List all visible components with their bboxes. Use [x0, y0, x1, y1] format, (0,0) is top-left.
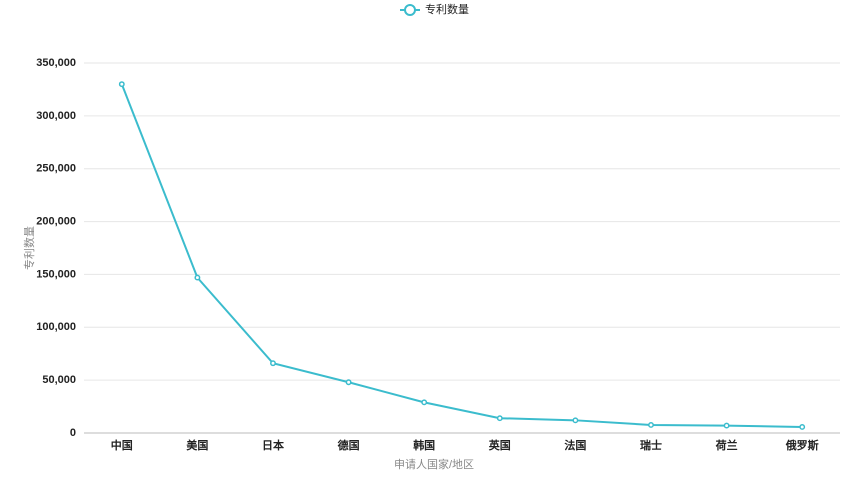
x-tick-label: 中国: [111, 438, 133, 452]
point: [723, 422, 730, 429]
x-tick-label: 德国: [337, 438, 360, 452]
x-tick-label: 俄罗斯: [785, 438, 819, 452]
x-tick-label: 法国: [564, 438, 586, 452]
y-axis-title: 专利数量: [22, 226, 36, 270]
y-tick-label: 350,000: [36, 57, 76, 69]
x-tick-label: 韩国: [413, 438, 435, 452]
point: [270, 360, 276, 367]
x-axis-title: 申请人国家/地区: [394, 457, 474, 471]
x-tick-label: 荷兰: [715, 438, 738, 452]
y-tick-label: 150,000: [36, 268, 76, 280]
y-tick-label: 50,000: [42, 374, 76, 386]
line: [120, 83, 803, 428]
point: [496, 415, 503, 422]
x-tick-label: 英国: [488, 438, 511, 452]
x-tick-label: 美国: [186, 438, 208, 452]
point: [421, 399, 428, 406]
point: [345, 379, 352, 386]
legend-label: 专利数量: [425, 2, 469, 16]
y-tick-label: 0: [70, 427, 76, 439]
point: [799, 424, 806, 430]
y-tick-label: 250,000: [36, 163, 76, 175]
y-tick-label: 300,000: [36, 110, 76, 122]
point: [118, 81, 125, 88]
x-tick-label: 日本: [262, 438, 284, 452]
y-tick-label: 100,000: [36, 321, 76, 333]
y-tick-label: 200,000: [36, 215, 76, 227]
x-tick-label: 瑞士: [640, 438, 662, 452]
legend-marker: [404, 4, 416, 16]
point: [194, 274, 201, 281]
point: [648, 422, 654, 428]
point: [572, 417, 579, 424]
